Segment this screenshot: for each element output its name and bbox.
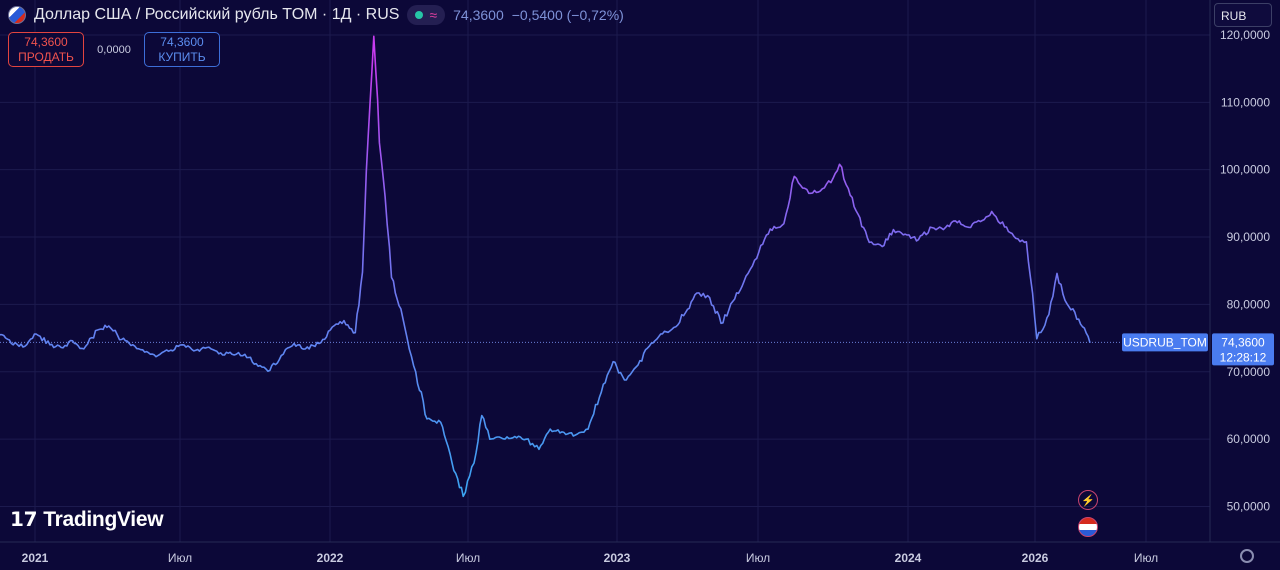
x-tick-label: Июл — [1134, 551, 1158, 565]
tv-logo-icon: 𝟭𝟳 — [10, 509, 38, 531]
lightning-icon[interactable]: ⚡ — [1078, 490, 1098, 510]
spread-value: 0,0000 — [97, 43, 131, 56]
x-tick-label: 2021 — [22, 551, 49, 565]
y-tick-label: 50,0000 — [1227, 500, 1271, 514]
y-tick-label: 90,0000 — [1227, 230, 1271, 244]
x-tick-label: Июл — [456, 551, 480, 565]
x-tick-label: Июл — [746, 551, 770, 565]
y-tick-label: 70,0000 — [1227, 365, 1271, 379]
last-price: 74,3600 — [453, 7, 504, 23]
sell-price: 74,3600 — [24, 34, 68, 49]
y-tick-label: 120,0000 — [1220, 28, 1270, 42]
x-tick-label: 2026 — [1022, 551, 1049, 565]
last-price-label: 74,3600 12:28:12 — [1212, 333, 1274, 366]
sell-button[interactable]: 74,3600 ПРОДАТЬ — [8, 32, 84, 67]
x-tick-label: 2024 — [895, 551, 922, 565]
y-tick-label: 100,0000 — [1220, 163, 1270, 177]
last-price-value: 74,3600 — [1221, 335, 1265, 349]
tradingview-logo[interactable]: 𝟭𝟳 TradingView — [10, 507, 164, 532]
buy-label: КУПИТЬ — [158, 49, 206, 64]
market-status-icon — [415, 11, 424, 19]
gear-icon[interactable] — [1240, 549, 1254, 563]
y-tick-label: 80,0000 — [1227, 297, 1271, 311]
price-axis[interactable]: 50,0000 60,0000 70,0000 80,0000 90,0000 100,0… — [1220, 28, 1270, 514]
chart-grid — [0, 0, 1210, 542]
sell-label: ПРОДАТЬ — [18, 49, 74, 64]
symbol-header: Доллар США / Российский рубль TOM · 1Д ·… — [8, 5, 624, 25]
buy-button[interactable]: 74,3600 КУПИТЬ — [144, 32, 220, 67]
y-tick-label: 110,0000 — [1221, 95, 1270, 109]
x-tick-label: 2023 — [604, 551, 631, 565]
y-tick-label: 60,0000 — [1227, 432, 1271, 446]
x-tick-label: Июл — [168, 551, 192, 565]
us-flag-icon[interactable] — [1078, 517, 1098, 537]
x-tick-label: 2022 — [317, 551, 344, 565]
bar-countdown: 12:28:12 — [1220, 350, 1267, 364]
symbol-label: USDRUB_TOM — [1122, 333, 1208, 352]
us-ru-flag-icon — [8, 6, 26, 24]
currency-button[interactable]: RUB — [1214, 3, 1272, 27]
symbol-label-text: USDRUB_TOM — [1123, 335, 1207, 349]
price-change: −0,5400 (−0,72%) — [511, 7, 624, 23]
delay-wave-icon: ≈ — [429, 7, 438, 23]
trade-panel: 74,3600 ПРОДАТЬ 0,0000 74,3600 КУПИТЬ — [8, 32, 220, 67]
market-status-pill[interactable]: ≈ — [407, 5, 446, 25]
time-axis[interactable]: 2021 Июл 2022 Июл 2023 Июл 2024 2026 Июл — [22, 551, 1159, 565]
buy-price: 74,3600 — [160, 34, 204, 49]
brand-name: TradingView — [43, 507, 164, 531]
price-series-line — [0, 35, 1091, 498]
symbol-title[interactable]: Доллар США / Российский рубль TOM · 1Д ·… — [34, 6, 400, 23]
